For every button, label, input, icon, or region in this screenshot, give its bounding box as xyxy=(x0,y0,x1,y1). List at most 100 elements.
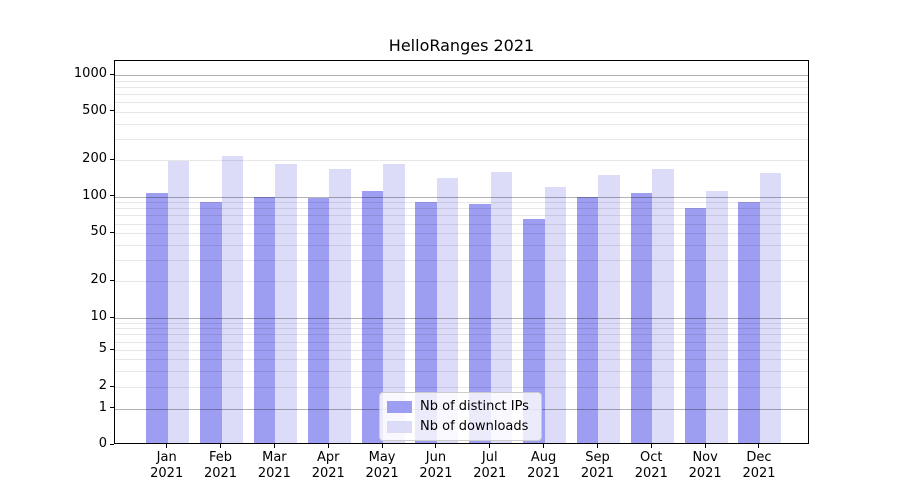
gridline-minor xyxy=(115,80,808,82)
y-tick-label: 10 xyxy=(90,309,107,324)
gridline-minor xyxy=(115,86,808,88)
x-tick-label: Feb 2021 xyxy=(203,450,238,481)
y-tick-mark xyxy=(110,279,114,281)
gridline-major xyxy=(115,75,808,77)
x-tick-label: Jul 2021 xyxy=(473,450,507,481)
x-tick-label: Aug 2021 xyxy=(527,450,561,481)
bar-downloads-apr xyxy=(329,168,351,443)
gridline-minor xyxy=(115,160,808,162)
x-tick-label: Jan 2021 xyxy=(150,450,184,481)
bar-downloads-sep xyxy=(598,174,620,443)
x-tick-mark xyxy=(273,444,275,448)
y-tick-mark xyxy=(110,231,114,233)
y-tick-mark xyxy=(110,110,114,112)
bar-downloads-nov xyxy=(706,191,728,443)
bar-distinct-ips-sep xyxy=(576,196,599,443)
legend-label-distinct-ips: Nb of distinct IPs xyxy=(420,399,529,414)
bar-distinct-ips-jul xyxy=(469,203,491,443)
y-tick-label: 5 xyxy=(98,341,107,356)
x-tick-mark xyxy=(596,444,598,448)
y-tick-label: 200 xyxy=(82,151,107,167)
gridline-minor xyxy=(115,341,808,343)
y-tick-label: 0 xyxy=(98,436,107,451)
gridline-minor xyxy=(115,334,808,336)
x-tick-mark xyxy=(166,444,168,448)
x-tick-label: Mar 2021 xyxy=(257,450,291,481)
plot-area: Nb of distinct IPs Nb of downloads xyxy=(114,60,809,444)
y-tick-label: 100 xyxy=(82,187,107,203)
bar-downloads-may xyxy=(383,164,405,443)
legend: Nb of distinct IPs Nb of downloads xyxy=(379,392,542,441)
y-tick-label: 1000 xyxy=(73,66,107,82)
gridline-major xyxy=(115,196,808,198)
gridline-minor xyxy=(115,208,808,210)
x-tick-mark xyxy=(704,444,706,448)
y-tick-mark xyxy=(110,443,114,445)
bar-distinct-ips-mar xyxy=(253,196,276,443)
gridline-minor xyxy=(115,102,808,104)
bar-distinct-ips-feb xyxy=(200,202,222,443)
x-tick-mark xyxy=(489,444,491,448)
legend-swatch-downloads xyxy=(387,420,412,433)
gridline-minor xyxy=(115,223,808,225)
y-tick-label: 50 xyxy=(90,224,107,240)
y-tick-mark xyxy=(110,348,114,350)
gridline-minor xyxy=(115,260,808,262)
x-tick-label: Oct 2021 xyxy=(634,450,668,481)
bar-distinct-ips-apr xyxy=(307,198,330,443)
y-tick-mark xyxy=(110,407,114,409)
x-tick-label: Apr 2021 xyxy=(311,450,345,481)
gridline-minor xyxy=(115,322,808,324)
y-tick-label: 2 xyxy=(98,378,107,393)
x-tick-mark xyxy=(220,444,222,448)
gridline-minor xyxy=(115,359,808,360)
bar-downloads-jul xyxy=(490,172,513,443)
gridline-minor xyxy=(115,370,808,372)
x-tick-mark xyxy=(327,444,329,448)
x-tick-mark xyxy=(758,444,760,448)
y-tick-label: 20 xyxy=(90,272,107,288)
gridline-minor xyxy=(115,202,808,204)
x-tick-label: Jun 2021 xyxy=(419,450,453,481)
bar-downloads-jun xyxy=(436,177,459,443)
y-tick-mark xyxy=(110,195,114,197)
gridline-major xyxy=(115,318,808,319)
gridline-minor xyxy=(115,233,808,235)
bar-downloads-jan xyxy=(167,160,190,443)
bar-distinct-ips-may xyxy=(361,191,384,443)
gridline-minor xyxy=(115,244,808,246)
legend-label-downloads: Nb of downloads xyxy=(420,419,529,434)
bar-distinct-ips-jan xyxy=(146,193,168,443)
y-tick-mark xyxy=(110,73,114,75)
gridline-minor xyxy=(115,350,808,351)
bar-distinct-ips-dec xyxy=(738,202,760,443)
gridline-minor xyxy=(115,123,808,125)
legend-swatch-distinct-ips xyxy=(387,400,412,413)
x-tick-mark xyxy=(435,444,437,448)
gridline-minor xyxy=(115,94,808,95)
bar-distinct-ips-aug xyxy=(523,219,545,443)
bar-downloads-oct xyxy=(652,168,674,443)
gridline-minor xyxy=(115,328,808,330)
bar-downloads-aug xyxy=(544,186,567,443)
y-tick-label: 500 xyxy=(82,102,107,118)
legend-item-distinct-ips: Nb of distinct IPs xyxy=(387,398,534,415)
bar-downloads-feb xyxy=(221,156,244,443)
x-tick-mark xyxy=(650,444,652,448)
gridline-minor xyxy=(115,215,808,217)
gridline-minor xyxy=(115,281,808,283)
x-tick-label: Nov 2021 xyxy=(688,450,722,481)
y-tick-mark xyxy=(110,316,114,318)
bar-downloads-dec xyxy=(759,173,782,443)
x-tick-label: Sep 2021 xyxy=(580,450,614,481)
chart-title: HelloRanges 2021 xyxy=(388,36,535,55)
y-tick-mark xyxy=(110,158,114,160)
y-tick-label: 1 xyxy=(98,399,107,415)
bar-downloads-mar xyxy=(275,163,297,443)
x-tick-label: Dec 2021 xyxy=(742,450,776,481)
bar-distinct-ips-oct xyxy=(630,193,653,443)
legend-item-downloads: Nb of downloads xyxy=(387,418,534,435)
bar-distinct-ips-jun xyxy=(415,202,437,443)
bar-distinct-ips-nov xyxy=(684,208,707,443)
